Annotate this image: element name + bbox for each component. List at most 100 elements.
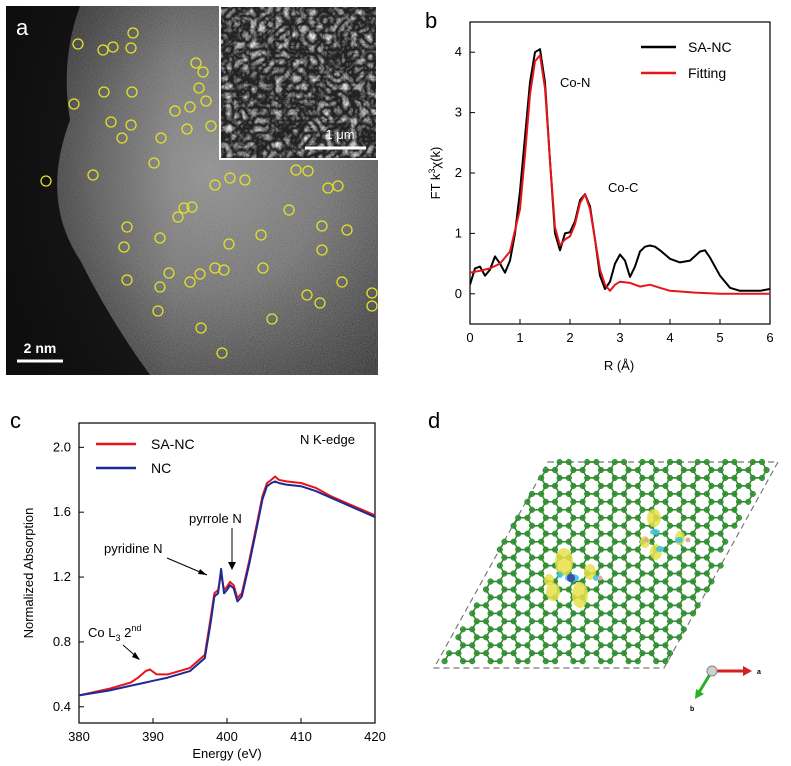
lattice-bond [747,469,754,479]
lattice-bond [581,652,588,662]
lattice-bond [637,485,644,495]
lattice-bond [650,461,657,471]
lattice-bond [512,517,519,527]
lattice-bond [637,477,644,487]
lattice-bond [540,541,547,550]
y-tick-label-c: 0.8 [53,634,71,649]
lattice-bond [554,493,561,503]
lattice-bond [554,636,561,646]
lattice-bond [650,636,657,646]
lattice-bond [664,573,671,582]
lattice-bond [706,565,713,574]
lattice-bond [637,589,644,598]
lattice-bond [512,557,519,566]
lattice-bond [457,636,464,646]
panel-label-b: b [425,8,437,33]
lattice-bond [650,628,657,638]
lattice-bond [664,644,671,654]
atom-marker [97,44,109,56]
lattice-bond [664,525,671,535]
lattice-bond [443,652,450,662]
lattice-bond [706,493,713,503]
atom-marker [193,82,205,94]
lattice-bond [554,605,561,614]
lattice-bond [595,549,602,558]
panel-d: d [428,408,780,713]
lattice-bond [609,493,616,503]
lattice-bond [554,541,561,550]
x-tick-label-c: 410 [290,729,312,744]
sem-inset: 1 μm [219,5,378,160]
lattice-bond [650,565,657,574]
axis-ticks-c: 380 390 400 410 420 0.4 0.8 1.2 1.6 2.0 [53,439,386,744]
lattice-bond [678,581,685,590]
lattice-bond [650,573,657,582]
lattice-bond [623,485,630,495]
lattice-bond [512,541,519,550]
series-line-b-sa-nc [470,48,770,292]
lattice-bond [637,469,644,479]
lattice-bond [664,485,671,495]
lattice-bond [499,581,506,590]
lattice-bond [678,628,685,638]
atom-marker [239,174,251,186]
series-line-c-sa-nc [79,475,375,697]
lattice-bond [457,628,464,638]
atom-marker [169,105,181,117]
lattice-bond [678,597,685,606]
lattice-bond [581,485,588,495]
panel-label-d: d [428,408,440,433]
lattice-bond [623,533,630,543]
atom-marker [154,281,166,293]
lattice-bond [595,541,602,550]
lattice-bond [706,557,713,566]
atom-marker [148,157,160,169]
lattice-bond [623,493,630,503]
x-tick-label-b: 6 [766,330,773,345]
lattice-bond [540,493,547,503]
lattice-bond [664,541,671,550]
lattice-bond [499,541,506,550]
lattice-bond [526,589,533,598]
lattice-bond [526,493,533,503]
atom-marker [127,27,139,39]
legend-b: SA-NC Fitting [641,39,732,81]
lattice-bond [568,620,575,630]
lattice-bond [512,613,519,622]
lattice-bond [526,620,533,630]
lattice-bond [526,581,533,590]
lattice-bond [568,533,575,543]
lattice-bond [637,509,644,519]
axis-label-b: b [690,706,694,713]
lattice-bond [706,477,713,487]
lattice-bond [733,509,740,519]
lattice-bond [512,597,519,606]
lattice-bond [595,461,602,471]
lattice-bond [609,469,616,479]
lattice-bond [637,652,644,662]
lattice-bond [581,549,588,558]
lattice-bond [512,549,519,558]
lattice-bond [554,613,561,622]
lattice-bond [581,461,588,471]
panel-c: c 380 390 400 410 420 0.4 0.8 1.2 1.6 2.0 Energy … [10,408,386,761]
atom-marker [224,172,236,184]
series-line-b-fitting [470,54,770,295]
lattice-bond [540,533,547,543]
lattice-bond [747,461,754,471]
lattice-bond [692,549,699,558]
lattice-bond [719,533,726,543]
lattice-bond [609,620,616,630]
lattice-bond [678,493,685,503]
lattice-bond [706,541,713,550]
lattice-bond [568,509,575,519]
lattice-bond [568,485,575,495]
lattice-bond [664,501,671,511]
lattice-bond [609,541,616,550]
lattice-bond [595,597,602,606]
lattice-bond [526,597,533,606]
annotation-co-c: Co-C [608,180,638,195]
lattice-bond [554,652,561,662]
lattice-bond [526,533,533,543]
lattice-bond [692,557,699,566]
